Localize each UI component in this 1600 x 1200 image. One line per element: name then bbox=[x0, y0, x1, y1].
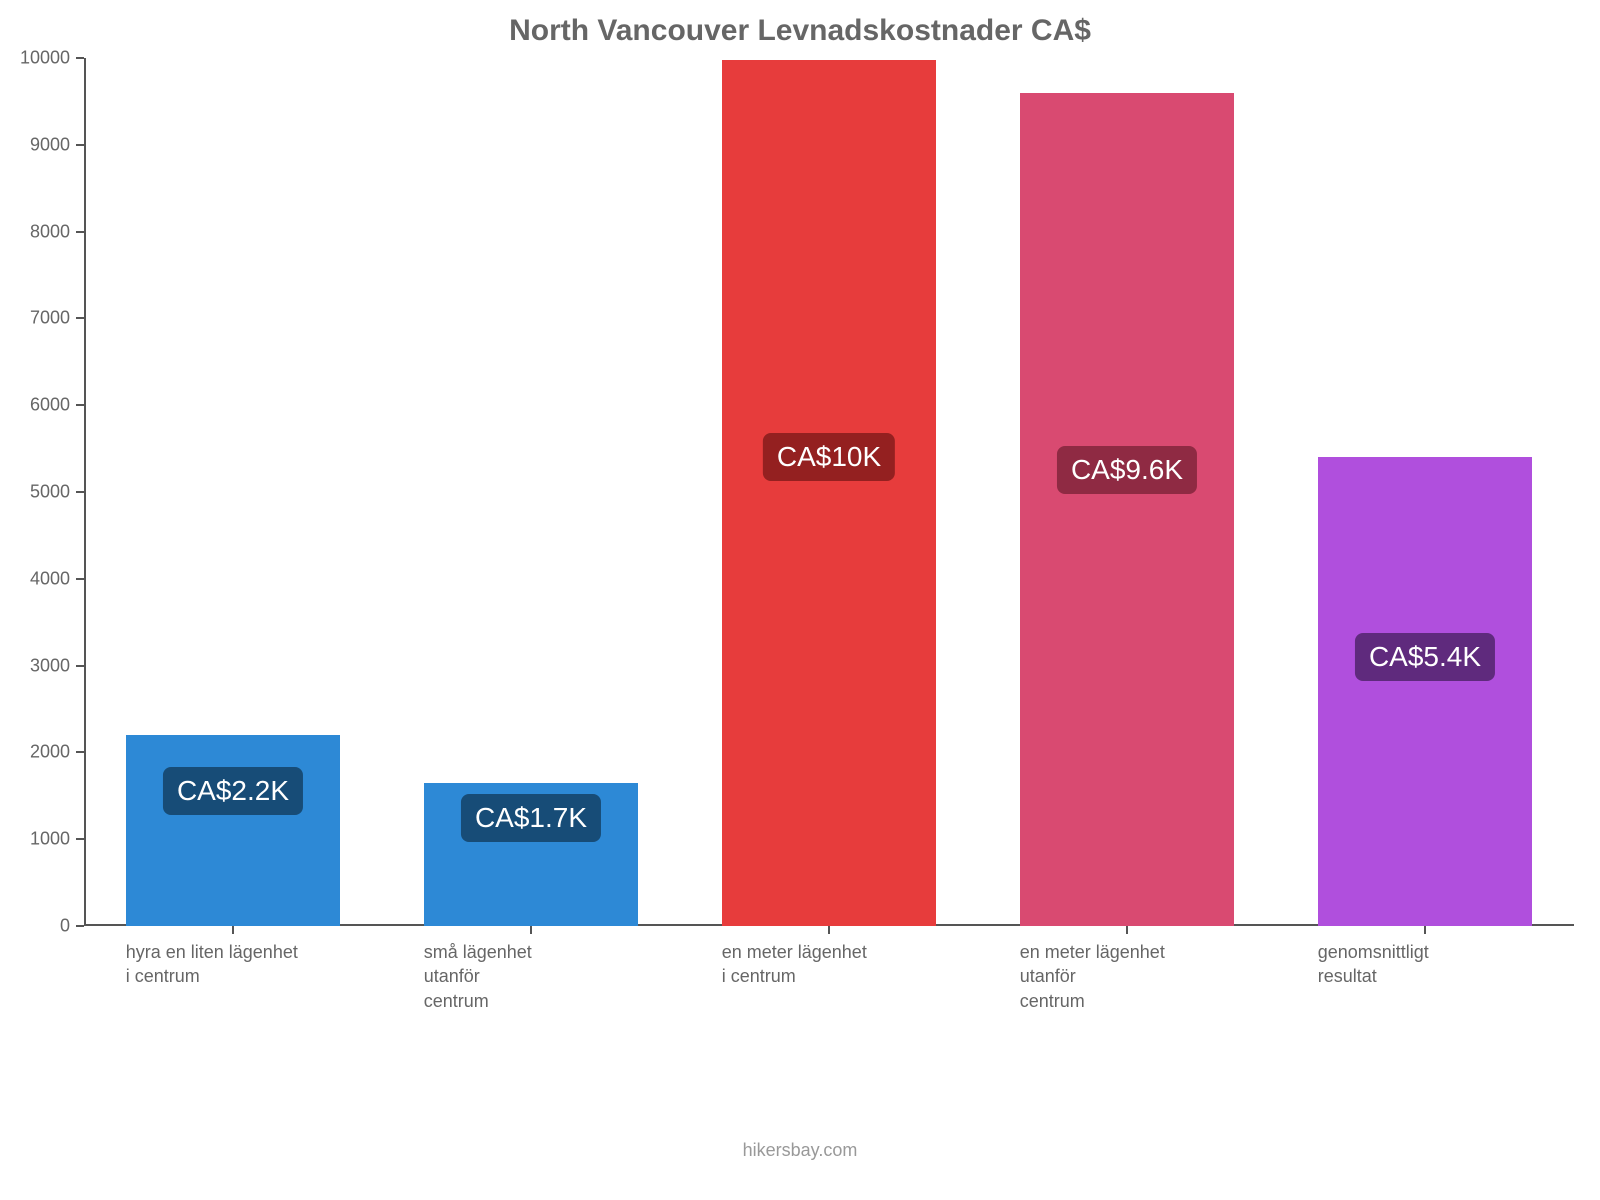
y-tick-label: 7000 bbox=[30, 308, 70, 329]
x-tick bbox=[1424, 926, 1426, 934]
bar-value-badge: CA$1.7K bbox=[461, 794, 601, 842]
y-tick bbox=[76, 925, 84, 927]
y-tick bbox=[76, 404, 84, 406]
y-tick-label: 3000 bbox=[30, 655, 70, 676]
bar bbox=[1318, 457, 1533, 926]
x-category-label: en meter lägenhet i centrum bbox=[722, 940, 937, 989]
y-tick bbox=[76, 578, 84, 580]
bar-value-badge: CA$9.6K bbox=[1057, 446, 1197, 494]
y-tick bbox=[76, 838, 84, 840]
chart-footer-attribution: hikersbay.com bbox=[0, 1140, 1600, 1161]
y-tick bbox=[76, 491, 84, 493]
bar bbox=[1020, 93, 1235, 926]
bar-value-badge: CA$2.2K bbox=[163, 767, 303, 815]
bar-value-badge: CA$5.4K bbox=[1355, 633, 1495, 681]
y-tick-label: 4000 bbox=[30, 568, 70, 589]
x-category-label: hyra en liten lägenhet i centrum bbox=[126, 940, 341, 989]
x-tick bbox=[828, 926, 830, 934]
x-category-label: en meter lägenhet utanför centrum bbox=[1020, 940, 1235, 1013]
bar bbox=[722, 60, 937, 926]
bar bbox=[126, 735, 341, 926]
y-tick-label: 10000 bbox=[20, 48, 70, 69]
y-tick bbox=[76, 144, 84, 146]
bar-value-badge: CA$10K bbox=[763, 433, 895, 481]
y-tick-label: 0 bbox=[60, 916, 70, 937]
y-tick-label: 5000 bbox=[30, 482, 70, 503]
y-tick bbox=[76, 57, 84, 59]
y-tick bbox=[76, 751, 84, 753]
x-tick bbox=[530, 926, 532, 934]
x-category-label: genomsnittligt resultat bbox=[1318, 940, 1533, 989]
cost-of-living-bar-chart: North Vancouver Levnadskostnader CA$ 010… bbox=[0, 0, 1600, 1200]
x-tick bbox=[1126, 926, 1128, 934]
y-tick-label: 2000 bbox=[30, 742, 70, 763]
y-tick-label: 8000 bbox=[30, 221, 70, 242]
y-tick bbox=[76, 317, 84, 319]
x-tick bbox=[232, 926, 234, 934]
y-tick-label: 6000 bbox=[30, 395, 70, 416]
chart-title: North Vancouver Levnadskostnader CA$ bbox=[0, 14, 1600, 48]
y-tick-label: 9000 bbox=[30, 134, 70, 155]
plot-area: 0100020003000400050006000700080009000100… bbox=[84, 58, 1574, 926]
y-axis-line bbox=[84, 58, 86, 926]
y-tick bbox=[76, 231, 84, 233]
y-tick-label: 1000 bbox=[30, 829, 70, 850]
x-category-label: små lägenhet utanför centrum bbox=[424, 940, 639, 1013]
y-tick bbox=[76, 665, 84, 667]
